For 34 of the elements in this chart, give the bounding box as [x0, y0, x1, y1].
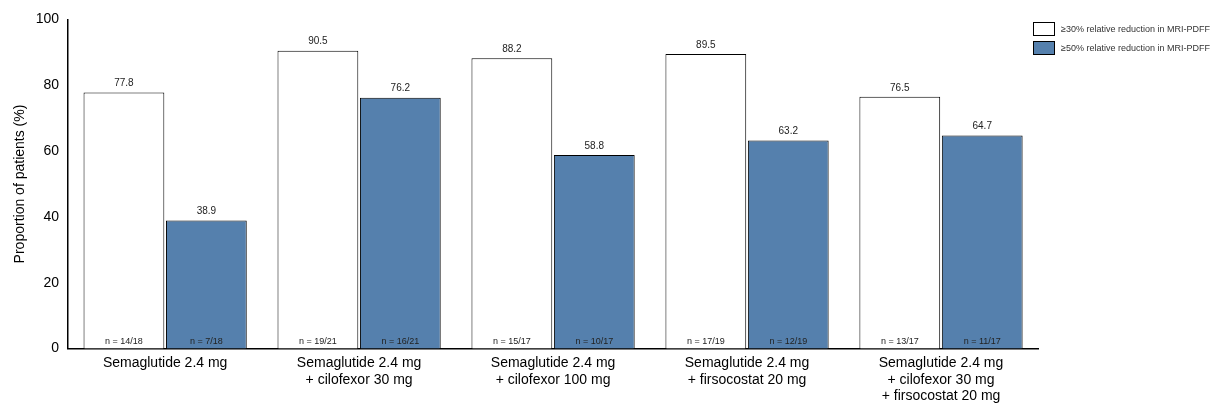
data-label: 64.7	[972, 120, 993, 132]
annotation: n = 14/18	[105, 335, 143, 346]
y-tick-label: 60	[43, 141, 60, 158]
data-label: 77.8	[114, 77, 135, 89]
data-label: 38.9	[196, 205, 217, 217]
text: ≥30% relative reduction in MRI-PDFF	[1061, 24, 1210, 34]
data-label: 63.2	[778, 125, 799, 137]
x-tick-label: Semaglutide 2.4 mg + cilofexor 30 mg	[296, 353, 422, 387]
annotation: n = 13/17	[880, 335, 919, 346]
annotation: n = 7/18	[189, 335, 223, 346]
x-tick-label: Semaglutide 2.4 mg + cilofexor 30 mg + firsocostat 20 mg	[878, 353, 1004, 404]
x-tick-label: Semaglutide 2.4 mg	[102, 353, 228, 370]
data-label: 90.5	[308, 35, 329, 47]
annotation: n = 12/19	[769, 335, 808, 346]
y-axis-title: Proportion of patients (%)	[11, 104, 28, 264]
y-tick-label: 80	[43, 76, 60, 93]
annotation: n = 16/21	[381, 335, 420, 346]
y-tick-label: 40	[43, 207, 60, 224]
data-label: 76.2	[390, 82, 411, 94]
y-tick-label: 100	[35, 10, 60, 27]
annotation: n = 15/17	[492, 335, 531, 346]
annotation: n = 19/21	[298, 335, 337, 346]
data-label: 76.5	[890, 81, 910, 93]
data-label: 89.5	[696, 38, 716, 50]
x-tick-label: Semaglutide 2.4 mg + firsocostat 20 mg	[684, 353, 810, 387]
annotation: n = 17/19	[686, 335, 725, 346]
y-tick-label: 0	[51, 339, 60, 356]
data-label: 88.2	[502, 43, 523, 54]
legend-label: ≥50% relative reduction in MRI-PDFF	[1061, 43, 1210, 53]
x-tick-label: Semaglutide 2.4 mg + cilofexor 100 mg	[490, 353, 616, 387]
y-tick-label: 20	[43, 273, 60, 290]
data-label: 58.8	[584, 139, 605, 151]
annotation: n = 10/17	[575, 335, 614, 346]
annotation: n = 11/17	[963, 335, 1001, 346]
